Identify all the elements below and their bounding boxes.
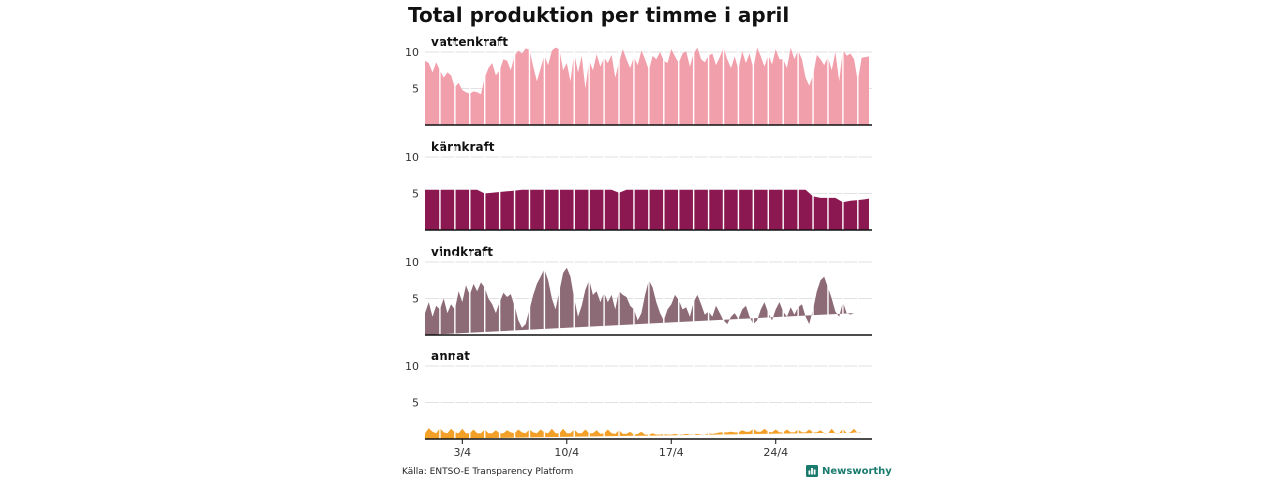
y-tick-label: 5 [412,293,419,306]
x-tick-label: 10/4 [554,446,579,459]
newsworthy-icon [806,465,818,477]
x-tick-label: 3/4 [453,446,471,459]
area-series-vindkraft [425,267,855,335]
chart-title: Total produktion per timme i april [408,3,790,27]
x-tick-label: 17/4 [659,446,684,459]
source-note: Källa: ENTSO-E Transparency Platform [402,467,574,477]
y-tick-label: 10 [405,46,419,59]
brand-logo[interactable]: Newsworthy [806,465,892,477]
y-tick-label: 10 [405,151,419,164]
y-tick-label: 5 [412,397,419,410]
area-series-annat [425,428,862,439]
x-tick-label: 24/4 [763,446,788,459]
y-tick-label: 5 [412,83,419,96]
panel-label: kärnkraft [431,140,495,154]
panel-label: vindkraft [431,245,493,259]
brand-name: Newsworthy [822,465,892,477]
panel-label: annat [431,349,470,363]
area-series-vattenkraft [425,47,869,125]
y-tick-label: 10 [405,360,419,373]
y-tick-label: 5 [412,188,419,201]
y-tick-label: 10 [405,256,419,269]
area-series-kärnkraft [425,189,869,230]
